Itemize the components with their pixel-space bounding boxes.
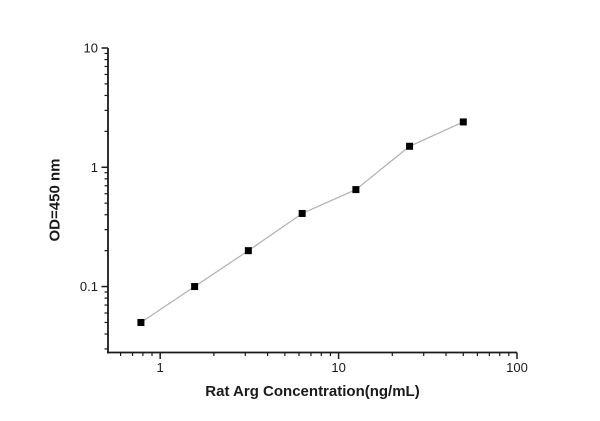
data-point-marker	[352, 186, 360, 194]
data-point-marker	[137, 318, 145, 326]
y-tick-label: 1	[91, 160, 98, 175]
x-axis-title: Rat Arg Concentration(ng/mL)	[205, 383, 420, 400]
x-tick-label: 10	[331, 360, 345, 375]
series-line	[140, 121, 464, 323]
data-point-marker	[191, 283, 199, 291]
y-tick-label: 0.1	[80, 279, 98, 294]
y-tick-label: 10	[84, 41, 98, 56]
x-tick-label: 1	[157, 360, 164, 375]
y-axis-title: OD=450 nm	[46, 158, 64, 242]
data-point-marker	[298, 209, 306, 217]
data-point-marker	[244, 247, 252, 255]
x-tick-label: 100	[506, 360, 528, 375]
data-point-marker	[459, 118, 467, 126]
data-point-marker	[406, 142, 414, 150]
